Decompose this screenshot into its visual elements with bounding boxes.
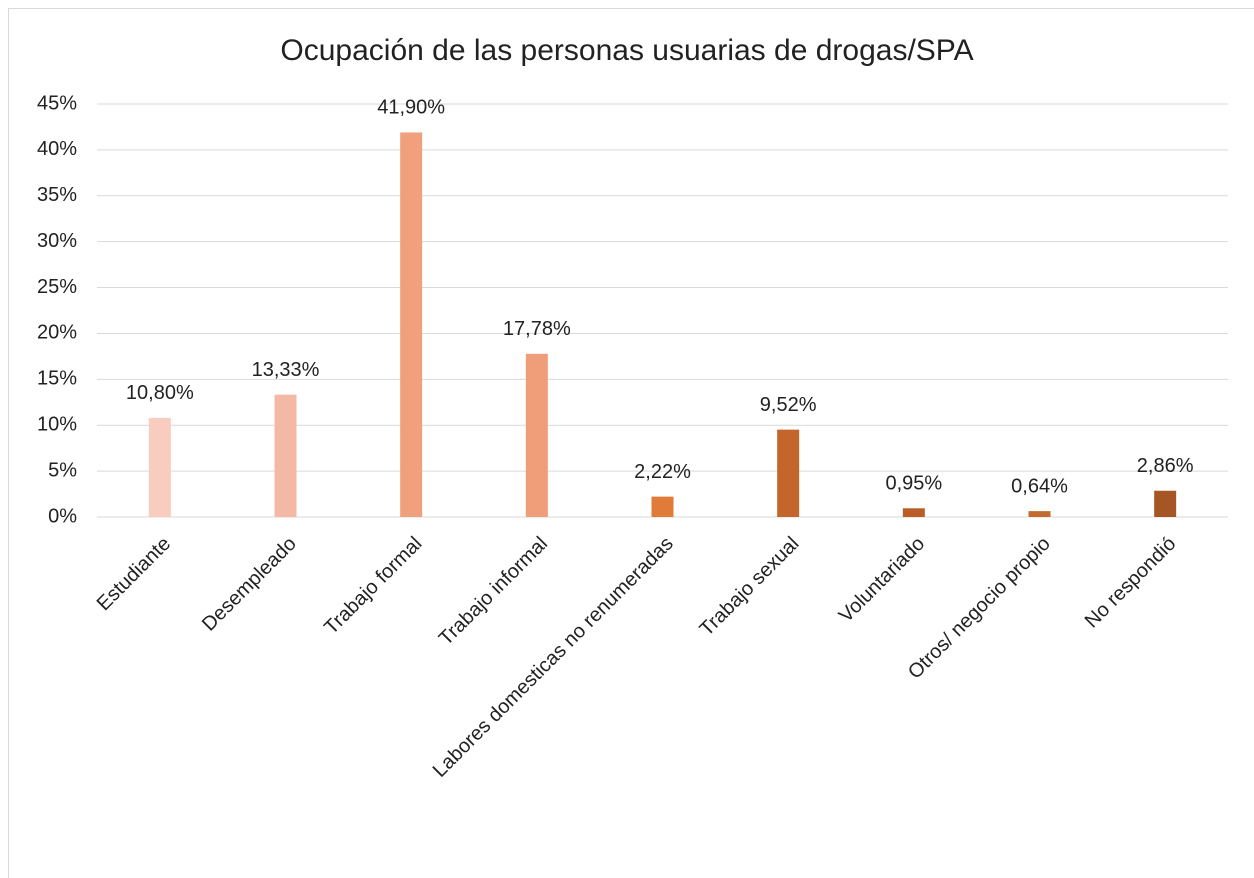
bar [525,353,548,517]
y-tick-label: 10% [37,414,77,436]
bar [902,508,925,517]
bar [400,132,423,517]
bar [1154,490,1177,517]
data-label: 13,33% [252,359,320,381]
data-label: 0,64% [1011,475,1068,497]
data-label: 0,95% [885,473,942,495]
y-tick-label: 30% [37,230,77,252]
data-label: 2,22% [634,461,691,483]
data-label: 41,90% [377,97,445,119]
bar [274,394,297,517]
bar [777,429,800,517]
y-tick-label: 45% [37,92,77,114]
data-label: 2,86% [1137,455,1194,477]
data-label: 9,52% [760,394,817,416]
data-label: 17,78% [503,318,571,340]
bar [148,417,171,517]
chart-frame [8,8,1254,878]
y-tick-label: 5% [48,459,77,481]
y-tick-label: 0% [48,505,77,527]
bar [651,496,674,517]
chart-title: Ocupación de las personas usuarias de dr… [280,34,973,67]
data-label: 10,80% [126,382,194,404]
y-tick-label: 40% [37,138,77,160]
y-tick-label: 35% [37,184,77,206]
y-tick-label: 15% [37,368,77,390]
y-tick-label: 25% [37,276,77,298]
bar [1028,511,1051,517]
y-tick-label: 20% [37,322,77,344]
